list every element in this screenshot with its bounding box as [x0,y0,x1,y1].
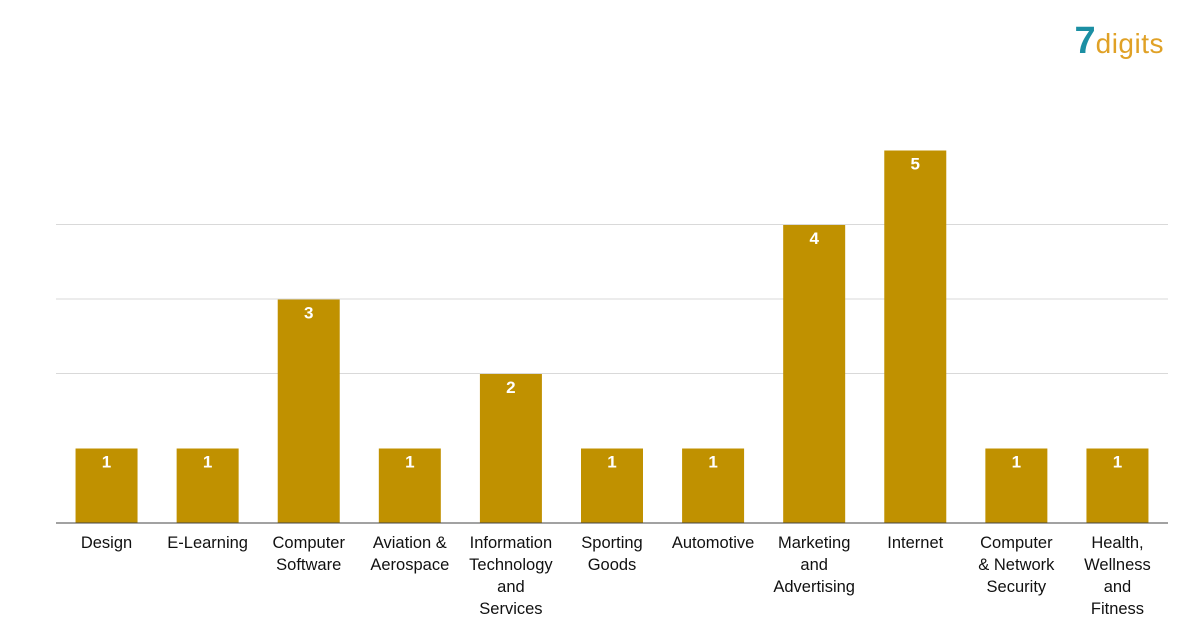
category-label-line: Computer [273,534,346,552]
gridlines [56,224,1168,374]
category-label-0: Design [81,534,132,552]
bar-10 [1086,448,1149,523]
category-label-4: Information Technology and Services [469,534,553,618]
bar-value-labels: 1 1 3 1 2 1 1 4 5 1 1 [102,155,1122,472]
category-label-line: Computer [980,534,1053,552]
category-label-line: Advertising [773,578,855,596]
bar-6 [682,448,745,523]
bar-7 [783,225,846,523]
category-label-2: Computer Software [273,534,346,574]
category-label-9: Computer & Network Security [978,534,1055,596]
category-label-line: Services [479,600,542,618]
category-label-line: Security [987,578,1047,596]
category-label-line: Marketing [778,534,850,552]
category-label-line: Internet [887,534,943,552]
category-label-3: Aviation & Aerospace [370,534,449,574]
bar-value-label-10: 1 [1113,453,1122,472]
category-label-line: Health, [1091,534,1143,552]
bar-0 [75,448,138,523]
category-label-line: Goods [588,556,637,574]
bar-5 [581,448,643,523]
logo-digit: 7 [1074,20,1096,62]
bar-value-label-2: 3 [304,304,313,323]
brand-logo: 7digits [1074,22,1164,60]
bars [75,150,1149,523]
bar-value-label-6: 1 [708,453,717,472]
category-label-line: Aviation & [373,534,447,552]
category-label-line: Software [276,556,341,574]
category-label-line: Fitness [1091,600,1144,618]
category-label-line: Information [470,534,553,552]
bar-value-label-9: 1 [1012,453,1021,472]
category-label-line: and [497,578,525,596]
category-label-line: and [1104,578,1132,596]
bar-value-label-0: 1 [102,453,111,472]
category-label-line: Automotive [672,534,755,552]
category-label-7: Marketing and Advertising [773,534,855,596]
bar-1 [176,448,239,523]
bar-8 [884,150,947,523]
bar-value-label-3: 1 [405,453,414,472]
bar-4 [479,374,542,523]
category-label-line: E-Learning [167,534,248,552]
category-label-line: Sporting [581,534,642,552]
category-label-line: Aerospace [370,556,449,574]
bar-9 [985,448,1048,523]
category-labels: Design E-Learning Computer Software Aviation… [81,534,1151,618]
category-label-line: Design [81,534,132,552]
logo-word: digits [1095,28,1164,59]
category-label-10: Health, Wellness and Fitness [1084,534,1151,618]
category-label-8: Internet [887,534,943,552]
bar-value-label-5: 1 [607,453,616,472]
category-label-line: Wellness [1084,556,1151,574]
category-label-6: Automotive [672,534,755,552]
category-label-line: and [800,556,828,574]
bar-3 [378,448,441,523]
category-label-5: Sporting Goods [581,534,642,574]
bar-value-label-8: 5 [911,155,920,174]
bar-2 [277,299,340,523]
category-label-line: & Network [978,556,1055,574]
bar-value-label-7: 4 [809,229,819,248]
category-label-1: E-Learning [167,534,248,552]
bar-value-label-1: 1 [203,453,212,472]
category-label-line: Technology [469,556,553,574]
bar-value-label-4: 2 [506,378,515,397]
